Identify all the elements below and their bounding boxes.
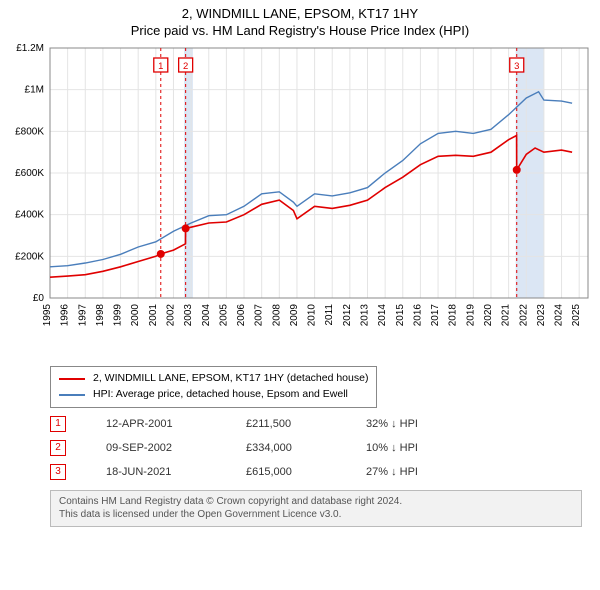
event-badge-num: 3: [514, 61, 519, 72]
events-table: 1 12-APR-2001 £211,500 32% ↓ HPI 2 09-SEP-200…: [50, 412, 582, 484]
y-tick-label: £600K: [15, 168, 44, 179]
x-tick-label: 1998: [95, 304, 106, 327]
x-tick-label: 2020: [483, 304, 494, 327]
x-tick-label: 2013: [360, 304, 371, 327]
x-tick-label: 1995: [42, 304, 53, 327]
chart-subtitle: Price paid vs. HM Land Registry's House …: [10, 23, 590, 38]
event-delta: 32% ↓ HPI: [366, 418, 418, 430]
sale-dot: [182, 224, 190, 232]
y-tick-label: £200K: [15, 251, 44, 262]
x-tick-label: 2023: [536, 304, 547, 327]
event-badge: 2: [50, 440, 66, 456]
chart-title: 2, WINDMILL LANE, EPSOM, KT17 1HY: [10, 6, 590, 21]
titles: 2, WINDMILL LANE, EPSOM, KT17 1HY Price …: [0, 0, 600, 40]
event-delta: 27% ↓ HPI: [366, 466, 418, 478]
page: 2, WINDMILL LANE, EPSOM, KT17 1HY Price …: [0, 0, 600, 527]
legend: 2, WINDMILL LANE, EPSOM, KT17 1HY (detac…: [50, 366, 377, 408]
chart-svg: £0 £200K £400K £600K £800K £1M £1.2M 1995 1996 19…: [0, 40, 600, 360]
x-tick-label: 2004: [201, 304, 212, 327]
x-tick-label: 2022: [518, 304, 529, 327]
attribution: Contains HM Land Registry data © Crown c…: [50, 490, 582, 527]
legend-label: 2, WINDMILL LANE, EPSOM, KT17 1HY (detac…: [93, 371, 368, 387]
event-price: £615,000: [246, 466, 326, 478]
event-date: 09-SEP-2002: [106, 442, 206, 454]
legend-row: 2, WINDMILL LANE, EPSOM, KT17 1HY (detac…: [59, 371, 368, 387]
x-tick-label: 2014: [377, 304, 388, 327]
y-tick-label: £0: [33, 293, 45, 304]
event-badge-num: 2: [183, 61, 188, 72]
y-tick-label: £1.2M: [16, 43, 44, 54]
sale-dot: [157, 250, 165, 258]
x-tick-label: 2003: [183, 304, 194, 327]
x-tick-label: 2005: [218, 304, 229, 327]
table-row: 1 12-APR-2001 £211,500 32% ↓ HPI: [50, 412, 582, 436]
table-row: 3 18-JUN-2021 £615,000 27% ↓ HPI: [50, 460, 582, 484]
x-tick-label: 2012: [342, 304, 353, 327]
event-badge-num: 1: [158, 61, 163, 72]
attribution-line: Contains HM Land Registry data © Crown c…: [59, 495, 573, 509]
x-tick-label: 1999: [113, 304, 124, 327]
x-tick-label: 2010: [307, 304, 318, 327]
legend-swatch: [59, 378, 85, 380]
table-row: 2 09-SEP-2002 £334,000 10% ↓ HPI: [50, 436, 582, 460]
event-date: 12-APR-2001: [106, 418, 206, 430]
x-tick-label: 2002: [165, 304, 176, 327]
x-tick-label: 1997: [77, 304, 88, 327]
x-tick-label: 1996: [60, 304, 71, 327]
x-tick-label: 2015: [395, 304, 406, 327]
legend-row: HPI: Average price, detached house, Epso…: [59, 387, 368, 403]
x-tick-label: 2019: [465, 304, 476, 327]
x-tick-label: 2024: [554, 304, 565, 327]
x-tick-label: 2017: [430, 304, 441, 327]
y-tick-label: £400K: [15, 210, 44, 221]
event-price: £334,000: [246, 442, 326, 454]
event-badge: 3: [50, 464, 66, 480]
attribution-line: This data is licensed under the Open Gov…: [59, 508, 573, 522]
chart: £0 £200K £400K £600K £800K £1M £1.2M 1995 1996 19…: [0, 40, 600, 360]
x-tick-label: 2025: [571, 304, 582, 327]
event-price: £211,500: [246, 418, 326, 430]
legend-label: HPI: Average price, detached house, Epso…: [93, 387, 348, 403]
x-tick-label: 2000: [130, 304, 141, 327]
event-delta: 10% ↓ HPI: [366, 442, 418, 454]
event-date: 18-JUN-2021: [106, 466, 206, 478]
sale-dot: [513, 166, 521, 174]
y-tick-label: £800K: [15, 126, 44, 137]
legend-swatch: [59, 394, 85, 396]
x-tick-label: 2021: [501, 304, 512, 327]
x-tick-label: 2018: [448, 304, 459, 327]
x-tick-label: 2016: [412, 304, 423, 327]
event-badge: 1: [50, 416, 66, 432]
x-tick-label: 2006: [236, 304, 247, 327]
x-tick-label: 2007: [254, 304, 265, 327]
x-tick-label: 2001: [148, 304, 159, 327]
x-tick-label: 2009: [289, 304, 300, 327]
x-tick-label: 2011: [324, 304, 335, 326]
x-tick-label: 2008: [271, 304, 282, 327]
y-tick-label: £1M: [25, 85, 44, 96]
